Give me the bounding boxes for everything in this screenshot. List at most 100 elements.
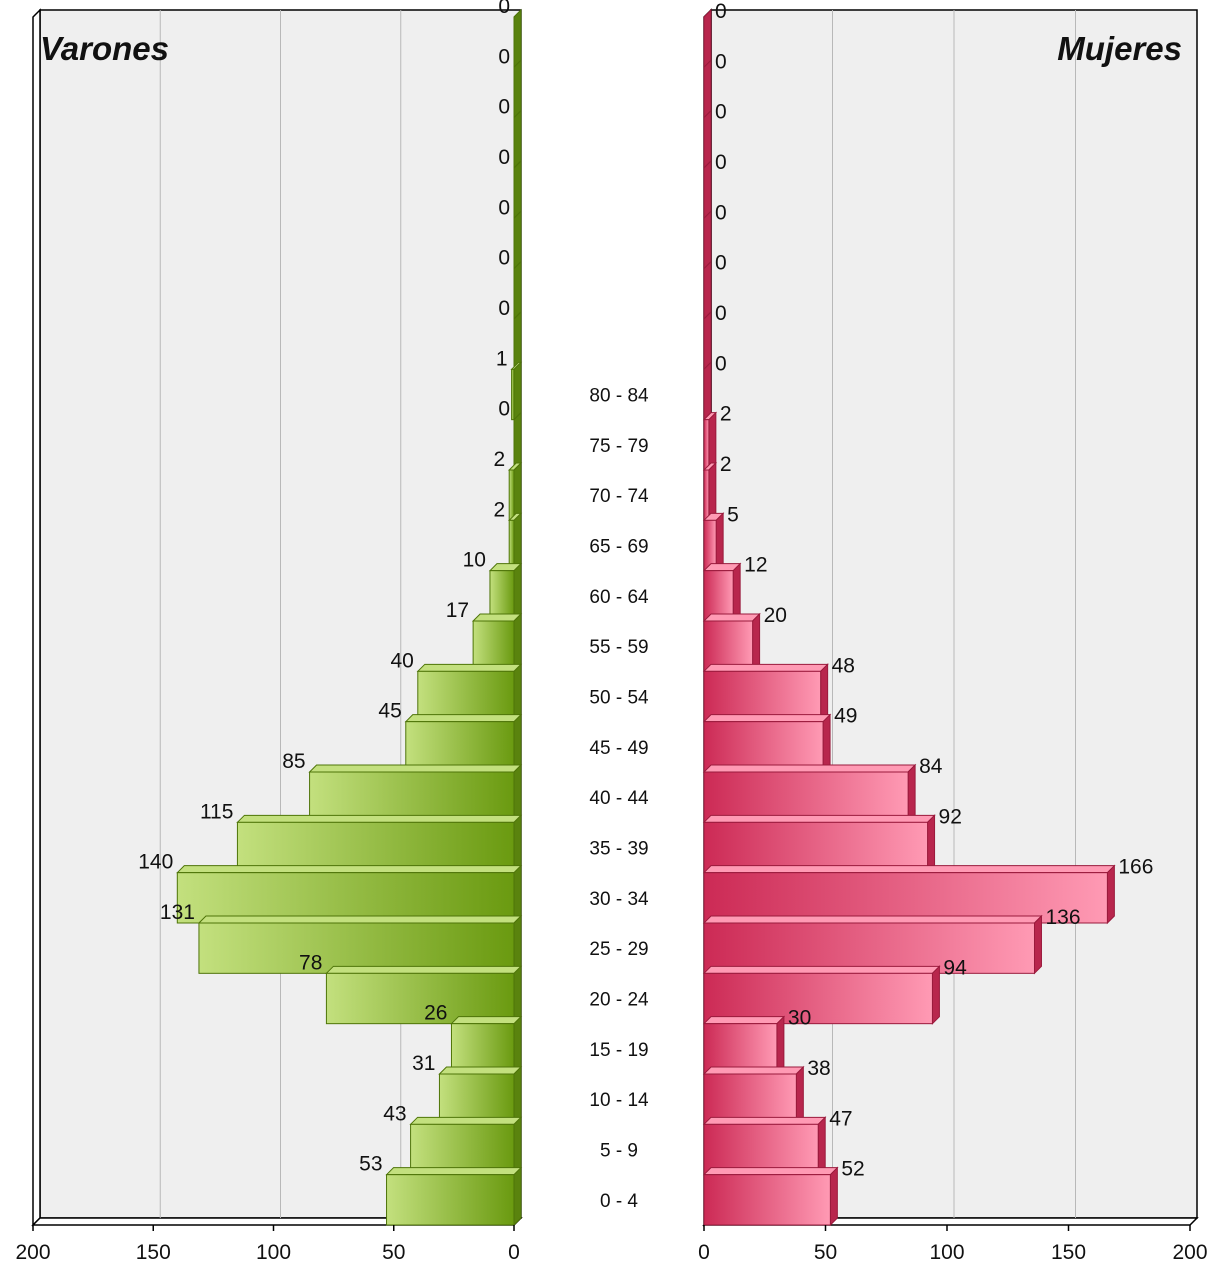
age-group-label: 0 - 4 (600, 1191, 638, 1212)
women-bar-side-face (708, 461, 717, 522)
women-value-label: 0 (715, 101, 727, 124)
women-bar (702, 461, 718, 522)
women-bar-side-face (820, 663, 829, 723)
men-value-label: 0 (498, 146, 510, 169)
men-bar (176, 864, 523, 925)
men-bar-front-face (405, 721, 515, 773)
men-bar-front-face (309, 771, 515, 823)
men-bar (325, 965, 523, 1025)
women-tick-label: 50 (814, 1241, 837, 1264)
age-group-label: 70 - 74 (589, 486, 649, 507)
women-bar-side-face (752, 612, 761, 673)
men-value-label: 40 (390, 649, 413, 672)
men-bar-front-face (236, 821, 515, 874)
men-bar-top-face (438, 1066, 523, 1075)
women-bar-side-face (703, 361, 712, 421)
men-bar-side-face (513, 109, 522, 170)
women-bar (703, 159, 712, 220)
women-bar (702, 914, 1043, 975)
women-bar (702, 512, 725, 572)
men-value-label: 115 (200, 800, 233, 823)
women-tick-label: 150 (1051, 1241, 1086, 1264)
men-bar-top-face (176, 865, 523, 874)
men-value-label: 2 (494, 498, 506, 521)
women-bar (702, 1065, 805, 1126)
women-bar-front-face (703, 721, 824, 773)
men-bar-side-face (513, 763, 522, 824)
women-value-label: 92 (939, 805, 962, 828)
men-bar (438, 1065, 523, 1126)
men-bar-side-face (513, 260, 522, 321)
women-value-label: 20 (764, 604, 787, 627)
women-bar (702, 1116, 827, 1176)
men-value-label: 0 (498, 398, 510, 421)
women-value-label: 49 (834, 705, 857, 728)
men-bar-top-face (450, 1016, 523, 1025)
men-bar (513, 159, 522, 220)
women-bar (702, 864, 1116, 925)
men-value-label: 2 (494, 448, 506, 471)
women-bar-top-face (702, 965, 941, 974)
women-bar-front-face (703, 1023, 778, 1075)
men-bar-side-face (513, 1015, 522, 1076)
women-value-label: 0 (715, 201, 727, 224)
women-x-axis-ticks: 0 50 100 150 200 (698, 1225, 1208, 1264)
women-value-label: 47 (829, 1107, 852, 1130)
women-value-label: 0 (715, 352, 727, 375)
men-tick-label: 50 (382, 1241, 405, 1264)
men-panel: 0000000102210174045851151401317826314353… (15, 0, 523, 1264)
men-bar (513, 59, 522, 119)
women-bar (702, 562, 742, 623)
men-bar-side-face (513, 461, 522, 522)
women-bar-side-face (907, 763, 916, 824)
women-value-label: 2 (720, 453, 732, 476)
women-bar-front-face (703, 972, 933, 1025)
women-value-label: 2 (720, 403, 732, 426)
women-bar (703, 310, 712, 371)
women-tick-label: 100 (929, 1241, 964, 1264)
women-bar-side-face (715, 512, 724, 572)
men-bar-side-face (513, 159, 522, 220)
women-bar (702, 1166, 839, 1227)
women-bar (702, 663, 829, 723)
women-value-label: 12 (744, 554, 767, 577)
men-bar-front-face (198, 922, 515, 974)
women-bar (703, 8, 712, 69)
men-bar-front-face (472, 620, 515, 672)
women-bar-side-face (1106, 864, 1115, 925)
age-group-label: 55 - 59 (589, 637, 648, 658)
men-bar-side-face (513, 1116, 522, 1176)
women-bar-front-face (703, 620, 754, 672)
women-value-label: 5 (727, 503, 739, 526)
women-bar-side-face (829, 1166, 838, 1227)
women-bar (703, 260, 712, 321)
men-value-label: 1 (496, 347, 508, 370)
age-group-label: 50 - 54 (589, 688, 649, 709)
men-bar-front-face (450, 1023, 515, 1075)
men-tick-label: 0 (508, 1241, 520, 1264)
women-value-label: 48 (832, 654, 855, 677)
men-bar-side-face (513, 914, 522, 975)
women-bar-front-face (703, 1123, 819, 1176)
men-value-label: 0 (498, 0, 510, 18)
men-value-label: 17 (446, 599, 469, 622)
women-tick-label: 0 (698, 1241, 710, 1264)
men-bar-top-face (471, 613, 523, 622)
women-bar-top-face (702, 1116, 827, 1125)
men-bar-top-face (409, 1116, 523, 1125)
men-bar-front-face (508, 469, 515, 521)
women-bars (702, 8, 1116, 1227)
women-bar-side-face (703, 59, 712, 119)
age-group-label: 15 - 19 (589, 1040, 648, 1061)
men-bar-front-face (386, 1174, 515, 1226)
women-value-label: 0 (715, 252, 727, 275)
men-bar-side-face (513, 1065, 522, 1126)
women-bar-front-face (703, 570, 734, 622)
men-value-label: 0 (498, 297, 510, 320)
men-bar (513, 411, 522, 472)
women-bar-side-face (931, 965, 940, 1025)
men-bar-top-face (236, 814, 523, 823)
women-bar (702, 965, 941, 1025)
age-group-label: 45 - 49 (589, 738, 648, 759)
